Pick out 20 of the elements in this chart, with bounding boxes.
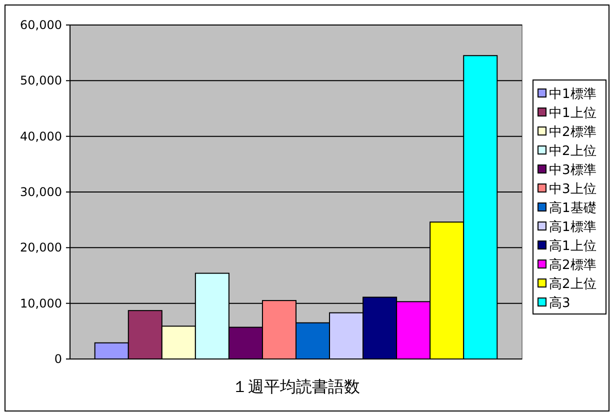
legend-label: 中2標準 [549, 125, 596, 140]
legend-label: 中1標準 [549, 87, 596, 102]
legend-label: 中1上位 [549, 106, 596, 121]
legend-label: 高3 [549, 295, 570, 311]
legend-label: 高2標準 [549, 257, 596, 273]
legend-label: 中3標準 [549, 163, 596, 178]
legend-label: 高2上位 [549, 276, 596, 292]
legend-label: 高1標準 [549, 219, 596, 235]
y-tick-label: 30,000 [20, 185, 62, 199]
y-tick-label: 50,000 [20, 74, 62, 88]
legend-label: 高1上位 [549, 238, 596, 254]
x-tick-label: １週平均読書語数 [232, 377, 360, 396]
legend-label: 中3上位 [549, 182, 596, 197]
legend-label: 中2上位 [549, 144, 596, 159]
y-tick-label: 10,000 [20, 296, 62, 310]
y-tick-label: 0 [54, 352, 62, 366]
legend-label: 高1基礎 [549, 200, 596, 216]
y-tick-label: 20,000 [20, 240, 62, 255]
y-tick-label: 60,000 [20, 18, 62, 32]
y-tick-label: 40,000 [20, 129, 62, 144]
